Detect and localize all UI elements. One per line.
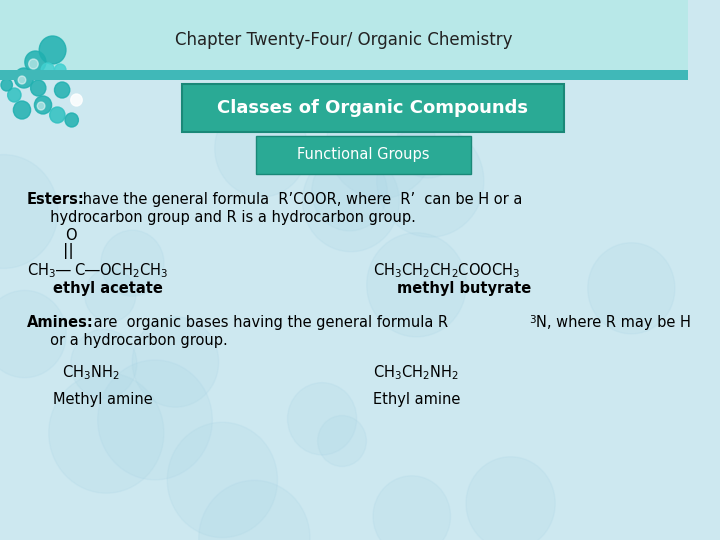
Circle shape <box>29 59 38 69</box>
Circle shape <box>55 64 66 76</box>
Circle shape <box>50 107 65 123</box>
Text: O: O <box>65 228 76 243</box>
Text: ||: || <box>63 243 74 259</box>
Text: are  organic bases having the general formula R: are organic bases having the general for… <box>89 315 448 330</box>
Text: $\mathregular{CH_3CH_2NH_2}$: $\mathregular{CH_3CH_2NH_2}$ <box>373 363 459 382</box>
Circle shape <box>37 102 45 110</box>
Circle shape <box>101 230 164 296</box>
Circle shape <box>167 422 277 538</box>
Circle shape <box>312 152 387 231</box>
Circle shape <box>287 383 356 455</box>
Circle shape <box>0 291 66 377</box>
Circle shape <box>25 51 46 73</box>
Text: $\mathregular{CH_3NH_2}$: $\mathregular{CH_3NH_2}$ <box>62 363 120 382</box>
Text: Chapter Twenty-Four/ Organic Chemistry: Chapter Twenty-Four/ Organic Chemistry <box>176 31 513 49</box>
Circle shape <box>49 373 164 493</box>
Circle shape <box>18 76 26 84</box>
Text: have the general formula  R’COOR, where  R’  can be H or a: have the general formula R’COOR, where R… <box>78 192 523 207</box>
Text: Ethyl amine: Ethyl amine <box>373 392 460 407</box>
Circle shape <box>132 317 219 407</box>
Text: ethyl acetate: ethyl acetate <box>53 281 163 296</box>
Circle shape <box>71 329 137 399</box>
Text: Esters:: Esters: <box>27 192 84 207</box>
Text: or a hydrocarbon group.: or a hydrocarbon group. <box>27 333 228 348</box>
Circle shape <box>35 96 52 114</box>
Circle shape <box>366 233 467 337</box>
Text: $\mathregular{CH_3}$― C―$\mathregular{OCH_2CH_3}$: $\mathregular{CH_3}$― C―$\mathregular{OC… <box>27 261 168 280</box>
Text: Amines:: Amines: <box>27 315 94 330</box>
Circle shape <box>65 113 78 127</box>
Circle shape <box>327 85 435 199</box>
FancyBboxPatch shape <box>256 136 472 174</box>
Circle shape <box>8 88 21 102</box>
Circle shape <box>41 63 55 77</box>
Circle shape <box>588 243 675 334</box>
Circle shape <box>71 94 82 106</box>
Circle shape <box>55 82 70 98</box>
Circle shape <box>98 360 212 480</box>
Circle shape <box>30 80 46 96</box>
Circle shape <box>85 268 136 322</box>
Circle shape <box>373 476 451 540</box>
Circle shape <box>39 36 66 64</box>
Text: Functional Groups: Functional Groups <box>297 147 430 163</box>
Text: Methyl amine: Methyl amine <box>53 392 153 407</box>
Text: N, where R may be H: N, where R may be H <box>536 315 691 330</box>
Circle shape <box>466 457 555 540</box>
FancyBboxPatch shape <box>181 84 564 132</box>
Text: hydrocarbon group and R is a hydrocarbon group.: hydrocarbon group and R is a hydrocarbon… <box>27 210 415 225</box>
Text: methyl butyrate: methyl butyrate <box>397 281 531 296</box>
Circle shape <box>318 415 366 467</box>
Circle shape <box>14 101 30 119</box>
Text: $\mathregular{CH_3CH_2CH_2COOCH_3}$: $\mathregular{CH_3CH_2CH_2COOCH_3}$ <box>373 261 520 280</box>
Circle shape <box>14 68 33 88</box>
Circle shape <box>396 111 460 178</box>
Circle shape <box>215 100 307 197</box>
Circle shape <box>199 480 310 540</box>
FancyBboxPatch shape <box>0 70 688 80</box>
FancyBboxPatch shape <box>0 0 688 72</box>
Circle shape <box>0 154 58 268</box>
Text: 3: 3 <box>528 315 535 325</box>
Circle shape <box>302 151 400 252</box>
Circle shape <box>1 79 12 91</box>
Circle shape <box>377 125 484 237</box>
Text: Classes of Organic Compounds: Classes of Organic Compounds <box>217 99 528 117</box>
